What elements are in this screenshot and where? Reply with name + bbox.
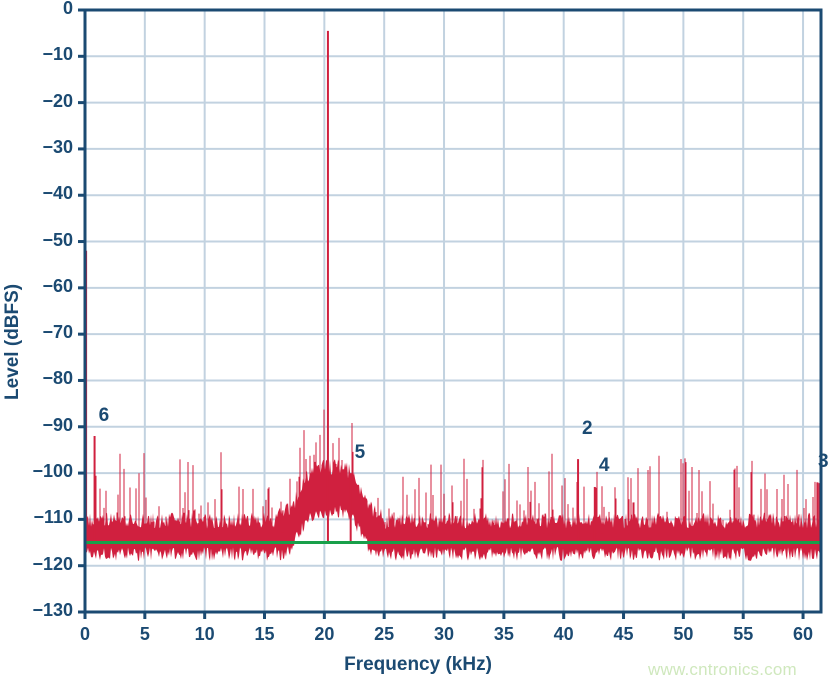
y-tick-label: −80	[42, 368, 73, 389]
watermark-text: www.cntronics.com	[648, 660, 797, 679]
y-tick-label: −90	[42, 414, 73, 435]
peak-label-4: 4	[598, 455, 610, 477]
axis-frame	[78, 8, 823, 619]
y-tick-label: −100	[32, 461, 73, 482]
x-axis-title: Frequency (kHz)	[344, 654, 492, 675]
x-tick-label: 40	[553, 624, 574, 644]
x-tick-label: 60	[793, 624, 814, 644]
x-tick-label: 50	[673, 624, 694, 644]
x-tick-label: 0	[79, 624, 90, 644]
y-tick-label: −10	[42, 44, 73, 65]
x-tick-label: 15	[254, 624, 275, 644]
spectrum-trace	[84, 30, 821, 561]
y-tick-label: −50	[42, 229, 73, 250]
y-tick-label: −110	[33, 507, 73, 528]
y-tick-label: −70	[42, 322, 73, 343]
x-tick-label: 10	[194, 624, 215, 644]
x-tick-label: 20	[314, 624, 335, 644]
y-tick-label: 0	[62, 0, 73, 18]
peak-label-6: 6	[98, 404, 110, 426]
peak-label-3: 3	[818, 450, 829, 472]
y-tick-label: −40	[42, 183, 73, 204]
x-tick-label: 35	[493, 624, 514, 644]
x-tick-label: 45	[613, 624, 634, 644]
x-tick-label: 5	[139, 624, 150, 644]
y-tick-label: −60	[42, 275, 73, 296]
peak-label-2: 2	[582, 418, 593, 440]
x-tick-label: 30	[434, 624, 455, 644]
y-tick-label: −120	[32, 553, 73, 574]
y-tick-label: −30	[42, 136, 73, 157]
y-tick-label: −20	[42, 90, 73, 111]
peak-label-5: 5	[354, 441, 366, 463]
y-axis-title: Level (dBFS)	[2, 283, 23, 400]
x-tick-label: 55	[733, 624, 754, 644]
y-tick-label: −130	[32, 600, 73, 620]
x-tick-label: 25	[374, 624, 395, 644]
